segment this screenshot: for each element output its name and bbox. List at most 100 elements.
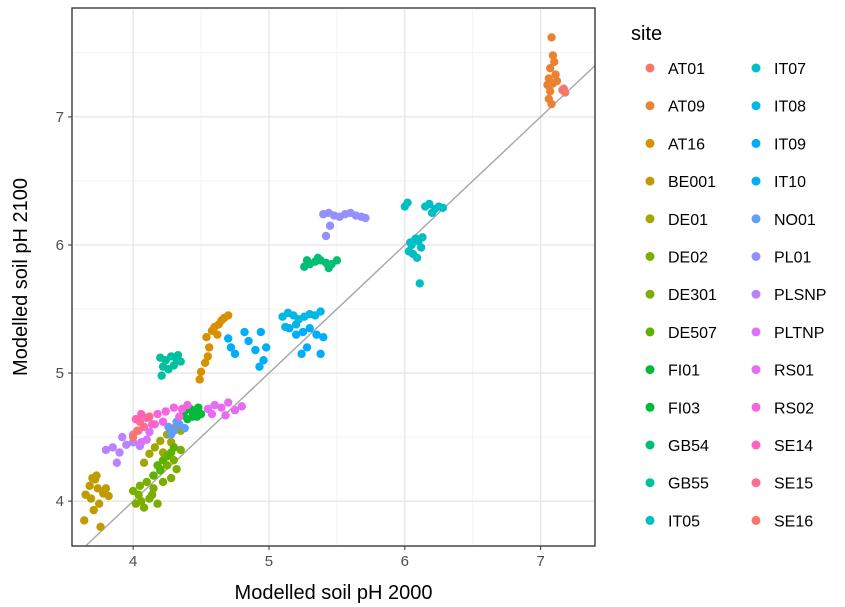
data-point-at16 xyxy=(202,333,211,342)
legend-key-gb54 xyxy=(645,440,655,450)
legend-label-se15: SE15 xyxy=(774,476,813,493)
legend-key-fi01 xyxy=(645,365,655,375)
x-tick-label: 4 xyxy=(129,553,137,570)
data-point-at09 xyxy=(548,51,558,60)
y-tick-label: 4 xyxy=(56,493,64,510)
data-point-plsnp xyxy=(108,443,117,452)
y-tick-label: 5 xyxy=(56,365,64,382)
legend-key-at09 xyxy=(645,101,655,111)
data-point-it07 xyxy=(416,243,426,252)
legend-title: site xyxy=(631,23,662,45)
data-point-de02 xyxy=(166,473,176,483)
legend-label-rs01: RS01 xyxy=(774,363,814,380)
data-point-de301 xyxy=(153,499,162,508)
legend-key-pltnp xyxy=(751,327,761,337)
legend-label-pltnp: PLTNP xyxy=(774,325,824,342)
legend-key-rs01 xyxy=(751,365,761,375)
data-point-it07 xyxy=(412,253,422,262)
legend-label-it09: IT09 xyxy=(774,136,806,153)
data-point-it05 xyxy=(427,208,437,218)
data-point-de507 xyxy=(149,471,158,480)
legend-label-se14: SE14 xyxy=(774,438,813,455)
data-point-be001 xyxy=(104,491,113,501)
data-point-at09 xyxy=(550,57,559,66)
data-point-at01 xyxy=(559,84,568,93)
legend-label-gb54: GB54 xyxy=(668,438,709,455)
data-point-at16 xyxy=(203,352,213,361)
data-point-rs01 xyxy=(217,403,226,412)
data-point-at09 xyxy=(547,99,556,109)
data-point-at16 xyxy=(213,330,222,339)
legend-key-de301 xyxy=(645,289,655,299)
data-point-it07 xyxy=(418,233,427,242)
data-point-gb55 xyxy=(176,357,185,366)
data-point-at09 xyxy=(551,70,560,79)
data-point-it09 xyxy=(316,349,325,359)
legend-label-be001: BE001 xyxy=(668,174,716,191)
data-point-plsnp xyxy=(118,432,127,442)
legend-key-se16 xyxy=(751,515,761,525)
data-point-it10 xyxy=(240,327,249,337)
data-point-it09 xyxy=(297,349,306,359)
data-point-plsnp xyxy=(101,445,111,455)
data-point-at16 xyxy=(196,367,206,376)
legend-key-rs02 xyxy=(751,402,761,412)
data-point-at09 xyxy=(543,80,552,90)
data-point-gb55 xyxy=(169,361,179,370)
data-point-rs02 xyxy=(153,409,162,419)
data-point-rs01 xyxy=(237,402,247,411)
data-point-it09 xyxy=(285,324,294,333)
data-point-de01 xyxy=(156,436,165,446)
legend-key-at01 xyxy=(645,63,655,73)
data-point-de507 xyxy=(156,466,165,475)
legend-label-se16: SE16 xyxy=(774,513,813,530)
data-point-it08 xyxy=(316,307,325,316)
data-point-be001 xyxy=(101,484,111,493)
data-point-plsnp xyxy=(112,458,122,467)
legend-key-de02 xyxy=(645,252,655,261)
legend-key-it09 xyxy=(751,138,761,148)
data-points xyxy=(80,33,570,531)
data-point-gb54 xyxy=(302,256,312,265)
x-tick-label: 7 xyxy=(536,553,544,570)
legend-key-se14 xyxy=(751,440,761,450)
legend: AT01 AT09 AT16 BE001 DE01 DE02 DE301 DE507 FI01 F… xyxy=(645,61,826,530)
legend-label-it07: IT07 xyxy=(774,61,806,78)
data-point-se14 xyxy=(147,420,157,429)
legend-key-at16 xyxy=(645,138,655,148)
data-point-it09 xyxy=(319,333,328,342)
data-point-be001 xyxy=(89,505,98,515)
legend-label-it08: IT08 xyxy=(774,99,806,116)
data-point-gb54 xyxy=(332,256,342,265)
data-point-de01 xyxy=(139,458,149,467)
data-point-pl01 xyxy=(361,213,370,223)
data-point-gb55 xyxy=(173,350,183,360)
legend-label-at01: AT01 xyxy=(668,61,705,78)
legend-key-no01 xyxy=(751,214,761,224)
data-point-gb54 xyxy=(324,263,333,273)
legend-key-be001 xyxy=(645,176,655,186)
data-point-it07 xyxy=(406,238,415,247)
data-point-it10 xyxy=(262,343,271,352)
data-point-at16 xyxy=(195,375,204,384)
data-point-it10 xyxy=(259,356,268,365)
legend-label-rs02: RS02 xyxy=(774,400,814,417)
data-point-it09 xyxy=(298,327,308,337)
data-point-it07 xyxy=(415,279,424,288)
data-point-at09 xyxy=(552,76,562,86)
data-point-rs01 xyxy=(207,409,217,419)
legend-label-de507: DE507 xyxy=(668,325,717,342)
y-tick-label: 6 xyxy=(56,237,64,254)
x-tick-label: 5 xyxy=(265,553,273,570)
data-point-rs01 xyxy=(230,406,240,415)
data-point-pl01 xyxy=(325,221,335,230)
data-point-rs02 xyxy=(158,417,168,426)
data-point-it10 xyxy=(256,327,266,337)
data-point-it10 xyxy=(224,334,233,343)
data-point-it08 xyxy=(291,320,301,329)
data-point-rs01 xyxy=(224,398,233,407)
data-point-de301 xyxy=(139,503,149,512)
data-point-at16 xyxy=(224,311,233,320)
legend-key-gb55 xyxy=(645,478,655,488)
x-axis-ticks: 4 5 6 7 xyxy=(129,546,545,570)
